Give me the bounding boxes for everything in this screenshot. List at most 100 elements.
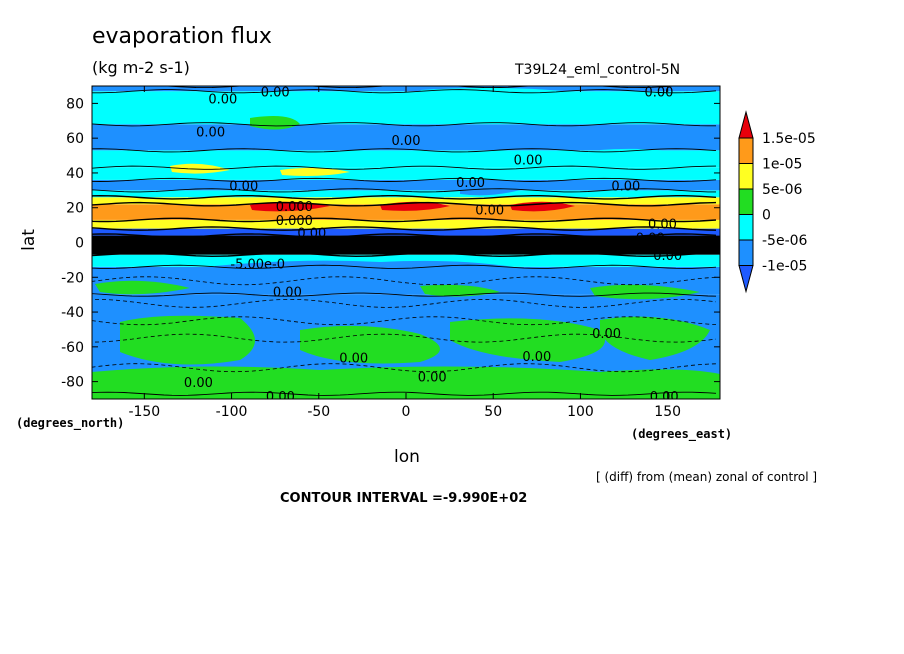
contour-label: 0.00 <box>208 92 237 107</box>
y-tick-label: 80 <box>66 96 84 112</box>
negative-contour-lines <box>92 276 717 373</box>
contour-line-3 <box>92 252 717 258</box>
chart-units: (kg m-2 s-1) <box>92 58 190 77</box>
contour-label: 0.00 <box>644 85 673 100</box>
contour-label: 0.00 <box>611 179 640 194</box>
zonal-band-12 <box>92 150 720 168</box>
contour-line-8 <box>92 194 717 200</box>
patch <box>215 260 520 276</box>
contour-line-5 <box>92 226 717 231</box>
contour-label: 0.00 <box>294 240 323 255</box>
neg-contour-0 <box>92 276 717 286</box>
contour-interval: CONTOUR INTERVAL =-9.990E+02 <box>280 491 528 506</box>
neg-contour-1 <box>92 298 717 308</box>
contour-line-2 <box>92 264 717 269</box>
neg-contour-2 <box>92 316 717 326</box>
contour-label: 0.00 <box>456 176 485 191</box>
y-tick-label: 20 <box>66 201 84 217</box>
chart-title: evaporation flux <box>92 24 272 49</box>
patch <box>95 280 190 295</box>
x-tick-label: -100 <box>216 404 248 420</box>
contour-label: 0.00 <box>196 125 225 140</box>
patch <box>92 366 720 399</box>
x-tick-label: 150 <box>654 404 681 420</box>
contour-label: 0.00 <box>392 134 421 149</box>
x-tick-label: -150 <box>128 404 160 420</box>
y-axis-ticks: -80 -60 -40 -20 0 20 40 60 80 <box>61 96 720 391</box>
contour-label: 0.00 <box>648 218 677 233</box>
contour-label: 0.00 <box>339 352 368 367</box>
colorbar-swatch <box>738 239 754 266</box>
y-tick-label: -60 <box>61 340 84 356</box>
x-tick-label: 100 <box>567 404 594 420</box>
contour-label: 0.00 <box>475 204 504 219</box>
colorbar-label: 1e-05 <box>762 157 802 173</box>
y-tick-label: -40 <box>61 305 84 321</box>
y-tick-label: -80 <box>61 375 84 391</box>
zonal-band-10 <box>92 179 720 191</box>
zonal-band-5 <box>92 228 720 236</box>
contour-line-7 <box>92 201 717 207</box>
contour-label: 0.00 <box>418 371 447 386</box>
contour-line-10 <box>92 177 717 182</box>
neg-contour-4 <box>92 363 717 373</box>
patch <box>140 92 260 108</box>
contour-label: 0.00 <box>650 390 679 405</box>
patch <box>250 116 300 130</box>
contour-label: 0.00 <box>653 249 682 264</box>
zonal-band-6 <box>92 219 720 229</box>
zonal-band-11 <box>92 167 720 180</box>
colorbar-label: 0 <box>762 208 771 224</box>
x-tick-label: 0 <box>402 404 411 420</box>
contour-line-1 <box>92 292 717 297</box>
zonal-band-4 <box>92 235 720 255</box>
run-id: T39L24_eml_control-5N <box>515 62 681 78</box>
x-tick-label: -50 <box>307 404 330 420</box>
colorbar-label: 5e-06 <box>762 182 802 198</box>
contour-line-0 <box>92 391 717 396</box>
contour-line-14 <box>92 89 717 94</box>
contour-label: 0.00 <box>184 376 213 391</box>
y-tick-label: -20 <box>61 270 84 286</box>
y-tick-label: 0 <box>75 236 84 252</box>
colorbar-swatch <box>738 137 754 164</box>
colorbar-swatch <box>738 163 754 190</box>
contour-label: 0.000 <box>276 214 313 229</box>
y-tick-label: 60 <box>66 131 84 147</box>
contour-lines <box>92 86 717 396</box>
patch <box>590 284 700 300</box>
contour-label: -5.00e-0 <box>230 258 285 273</box>
y-unit-label: (degrees_north) <box>16 416 125 430</box>
contour-line-12 <box>92 148 717 153</box>
contour-line-13 <box>92 122 716 127</box>
x-axis-label: lon <box>394 447 420 467</box>
x-tick-label: 50 <box>484 404 502 420</box>
colorbar-swatch <box>738 188 754 215</box>
contour-label: 0.000 <box>276 200 313 215</box>
colorbar: 1.5e-05 1e-05 5e-06 0 -5e-06 -1e-05 <box>738 110 816 294</box>
colorbar-swatch <box>738 214 754 241</box>
colorbar-label: 1.5e-05 <box>762 131 816 147</box>
contour-line-9 <box>92 188 716 193</box>
x-axis-ticks: -150 -100 -50 0 50 100 150 <box>128 86 681 420</box>
zonal-band-13 <box>92 124 720 151</box>
colorbar-max-arrow <box>738 110 754 139</box>
contour-line-6 <box>92 217 717 223</box>
contour-line-15 <box>92 86 681 89</box>
contour-line-11 <box>92 165 717 170</box>
contour-label: 0.00 <box>592 327 621 342</box>
patch <box>510 201 575 212</box>
contour-label: 0.00 <box>273 285 302 300</box>
contour-label: 0.00 <box>229 179 258 194</box>
patch <box>170 163 230 174</box>
contour-label: 0.00 <box>261 85 290 100</box>
patch <box>460 184 520 196</box>
patch <box>600 316 710 360</box>
contour-label: 0.00 <box>636 232 665 247</box>
patch <box>280 167 350 176</box>
contour-label: 0.00 <box>297 226 326 241</box>
colorbar-label: -1e-05 <box>762 259 807 275</box>
colorbar-label: -5e-06 <box>762 233 808 249</box>
contour-line-4 <box>92 233 717 238</box>
neg-contour-3 <box>92 333 717 343</box>
